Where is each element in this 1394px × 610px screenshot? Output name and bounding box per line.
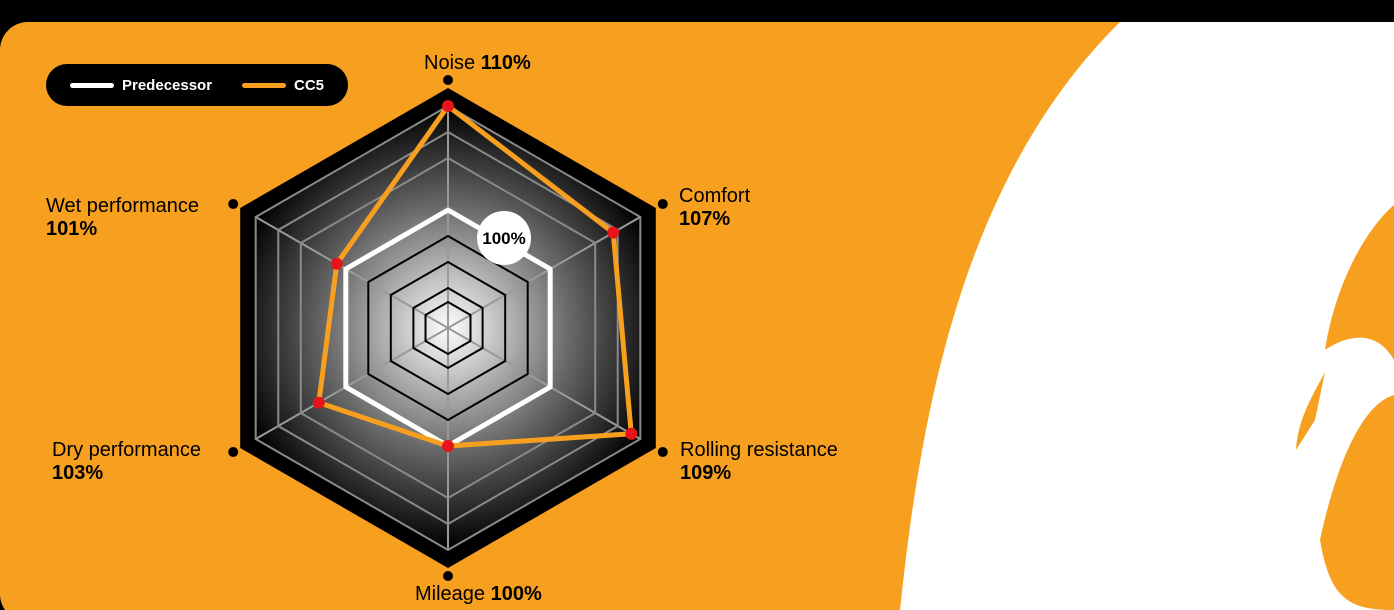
radar-grid-ring-6 <box>412 286 484 370</box>
cc5-point-wet-performance <box>330 257 343 270</box>
axis-end-dot-3 <box>443 571 453 581</box>
axis-label-comfort: Comfort 107% <box>679 185 751 230</box>
tire-tread-decoration-2 <box>1320 395 1394 610</box>
radar-grid-ring-0 <box>254 104 642 552</box>
axis-label-wet-performance: Wet performance 101% <box>46 195 200 240</box>
tire-decoration <box>900 22 1394 610</box>
legend-swatch-predecessor <box>70 82 114 88</box>
tire-tread-decoration-3 <box>1296 372 1325 450</box>
axis-end-dot-0 <box>443 75 453 85</box>
radar-spoke-2 <box>447 327 641 440</box>
axis-label-dry-performance: Dry performance 103% <box>52 439 201 484</box>
cc5-point-comfort <box>607 226 620 239</box>
legend-swatch-cc5 <box>242 82 286 88</box>
axis-label-noise: Noise 110% <box>424 52 531 74</box>
radar-grid-ring-7 <box>424 300 472 356</box>
legend-item-cc5: CC5 <box>242 64 324 106</box>
axis-end-dot-1 <box>657 199 668 209</box>
axis-end-dot-4 <box>228 447 239 457</box>
legend-label-predecessor: Predecessor <box>122 76 213 94</box>
radar-grid-ring-4 <box>367 234 529 422</box>
radar-grid-ring-5 <box>389 260 507 396</box>
reference-badge <box>477 211 531 265</box>
cc5-point-noise <box>442 100 454 112</box>
cc5-point-rolling-resistance <box>625 427 638 440</box>
axis-label-mileage: Mileage 100% <box>415 583 542 605</box>
legend-item-predecessor: Predecessor <box>70 64 212 106</box>
axis-label-rolling-resistance: Rolling resistance 109% <box>680 439 838 484</box>
reference-badge-label: 100% <box>482 229 525 248</box>
tire-tread-decoration <box>1325 205 1394 360</box>
legend: Predecessor CC5 <box>46 64 348 106</box>
axis-end-dot-5 <box>228 199 239 209</box>
radar-spoke-4 <box>255 327 449 440</box>
cc5-point-mileage <box>442 440 454 452</box>
radar-chart: 100% <box>228 75 668 581</box>
legend-label-cc5: CC5 <box>294 76 325 94</box>
radar-grid-ring-2 <box>299 156 597 500</box>
cc5-point-dry-performance <box>312 396 325 409</box>
axis-end-dot-2 <box>657 447 668 457</box>
radar-spoke-5 <box>255 216 449 329</box>
